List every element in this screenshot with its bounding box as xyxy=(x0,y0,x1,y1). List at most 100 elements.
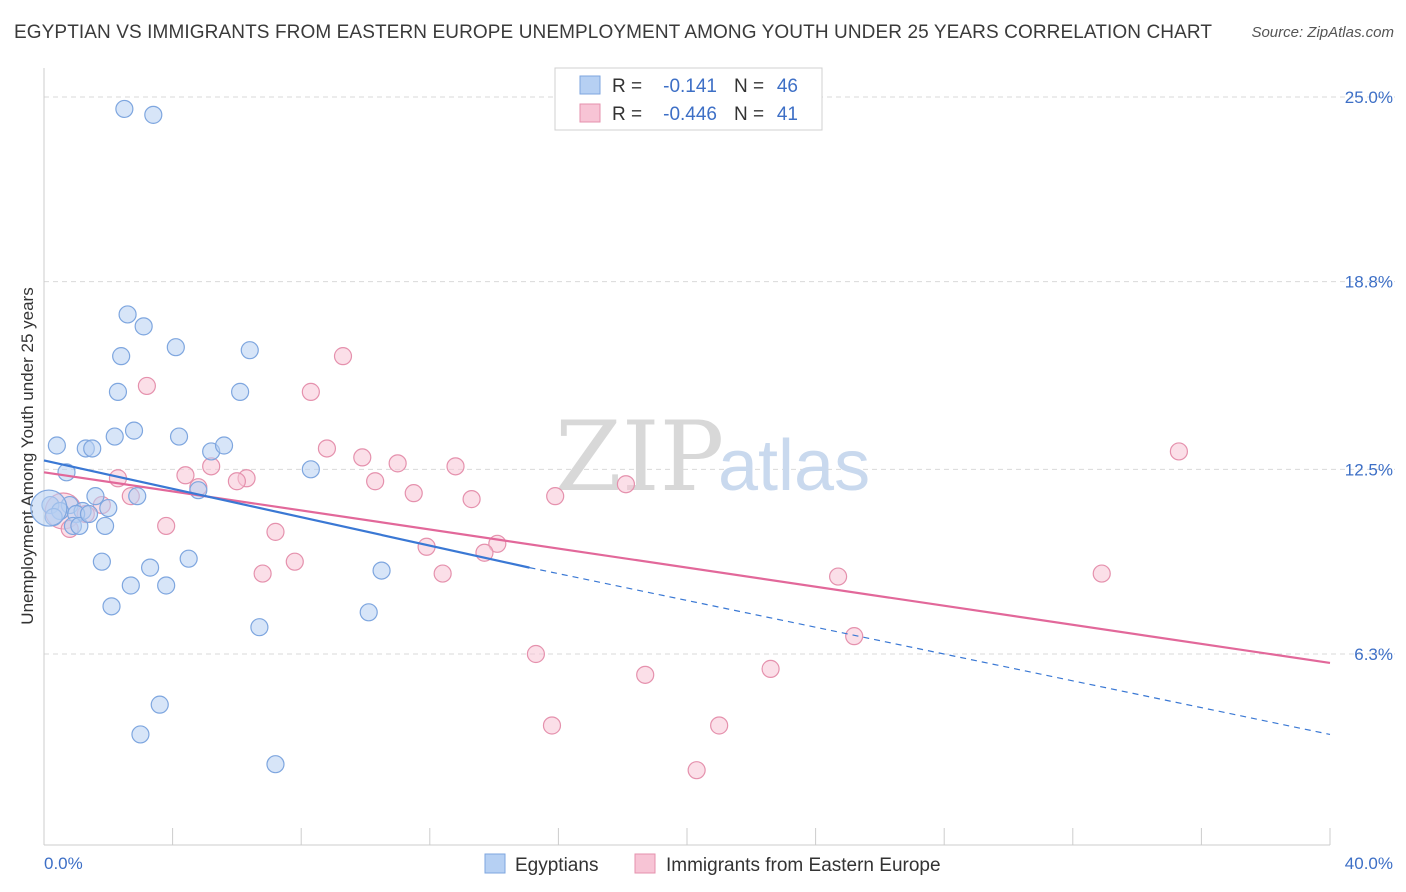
egyptians-point-42 xyxy=(266,755,285,774)
immigrants-point-11 xyxy=(227,472,246,491)
trend-line-egyptians-extrapolated xyxy=(529,567,1331,736)
immigrants-point-38 xyxy=(542,716,562,735)
immigrants-point-29 xyxy=(285,552,304,571)
egyptians-point-11 xyxy=(169,427,189,446)
egyptians-point-32 xyxy=(140,558,160,577)
egyptians-point-44 xyxy=(79,504,99,524)
bottom-legend-swatch-immigrants xyxy=(634,853,656,874)
egyptians-point-29 xyxy=(70,516,89,536)
egyptians-point-33 xyxy=(179,549,198,568)
trend-line-egyptians xyxy=(43,459,530,569)
egyptians-point-23 xyxy=(86,487,105,506)
immigrants-point-4 xyxy=(317,439,337,458)
immigrants-point-30 xyxy=(253,564,272,583)
legend-n-value-1: 46 xyxy=(777,76,798,97)
y-tick-label-1: 12.5% xyxy=(1345,460,1393,479)
egyptians-point-30 xyxy=(95,516,115,536)
bottom-legend-label-immigrants: Immigrants from Eastern Europe xyxy=(666,855,941,876)
immigrants-point-5 xyxy=(353,448,372,467)
immigrants-point-37 xyxy=(636,665,655,684)
immigrants-point-19 xyxy=(462,490,481,509)
immigrants-point-24 xyxy=(266,522,285,541)
egyptians-point-14 xyxy=(83,439,102,458)
immigrants-point-23 xyxy=(157,516,176,536)
egyptians-point-43 xyxy=(30,489,68,527)
trend-lines xyxy=(43,459,1331,736)
egyptians-point-4 xyxy=(112,347,131,366)
immigrants-point-6 xyxy=(388,454,407,473)
immigrants-point-31 xyxy=(433,564,452,583)
legend-r-value-1: -0.141 xyxy=(663,76,717,97)
immigrants-point-40 xyxy=(687,761,706,780)
legend-n-value-2: 41 xyxy=(777,104,798,125)
egyptians-point-9 xyxy=(124,421,144,440)
x-tick-label-max: 40.0% xyxy=(1345,854,1393,873)
egyptians-point-34 xyxy=(372,561,391,580)
legend-swatch-egyptians xyxy=(579,75,601,95)
y-axis-label: Unemployment Among Youth under 25 years xyxy=(18,287,37,624)
x-tick-label-min: 0.0% xyxy=(44,854,83,873)
y-tick-label-3: 25.0% xyxy=(1345,88,1393,107)
y-tick-label-2: 18.8% xyxy=(1345,273,1393,292)
chart-title: EGYPTIAN VS IMMIGRANTS FROM EASTERN EURO… xyxy=(14,22,1213,43)
egyptians-point-37 xyxy=(102,597,121,616)
legend-r-value-2: -0.446 xyxy=(663,104,717,125)
immigrants-point-13 xyxy=(366,472,385,491)
immigrants-point-33 xyxy=(1092,564,1111,583)
bottom-legend-swatch-egyptians xyxy=(484,853,506,874)
bottom-legend-label-egyptians: Egyptians xyxy=(515,855,598,876)
series-egyptians xyxy=(30,99,391,774)
immigrants-point-39 xyxy=(710,716,729,735)
watermark-atlas: atlas xyxy=(718,426,870,506)
egyptians-point-19 xyxy=(128,487,147,506)
immigrants-point-14 xyxy=(616,475,636,494)
immigrants-point-0 xyxy=(333,347,353,366)
legend-swatch-immigrants xyxy=(579,103,601,123)
trend-line-immigrants xyxy=(43,471,1331,665)
egyptians-point-38 xyxy=(359,603,378,622)
egyptians-point-39 xyxy=(250,618,269,637)
immigrants-point-36 xyxy=(761,659,780,678)
egyptians-point-31 xyxy=(92,552,111,571)
egyptians-point-36 xyxy=(157,576,176,595)
egyptians-point-40 xyxy=(150,695,169,714)
legend-r-label-2: R = xyxy=(612,104,642,125)
immigrants-point-35 xyxy=(526,644,545,664)
egyptians-point-10 xyxy=(105,427,124,446)
chart-source: Source: ZipAtlas.com xyxy=(1251,24,1394,41)
gridlines xyxy=(44,96,1395,655)
egyptians-point-17 xyxy=(301,460,320,479)
egyptians-point-1 xyxy=(144,105,163,124)
egyptians-point-5 xyxy=(166,338,185,357)
legend-n-label-1: N = xyxy=(734,76,764,97)
immigrants-point-3 xyxy=(1169,442,1188,461)
egyptians-point-0 xyxy=(115,99,134,119)
egyptians-point-12 xyxy=(47,436,66,455)
egyptians-point-45 xyxy=(99,498,118,518)
egyptians-point-35 xyxy=(121,576,140,595)
egyptians-point-41 xyxy=(131,725,150,744)
series-legend: Egyptians Immigrants from Eastern Europe xyxy=(484,853,941,876)
immigrants-point-18 xyxy=(546,487,565,506)
immigrants-point-32 xyxy=(829,567,848,586)
correlation-legend: R = -0.141 N = 46 R = -0.446 N = 41 xyxy=(554,67,823,131)
egyptians-point-7 xyxy=(108,382,128,401)
egyptians-point-8 xyxy=(231,382,250,401)
legend-n-label-2: N = xyxy=(734,104,764,125)
immigrants-point-16 xyxy=(404,484,423,503)
immigrants-point-34 xyxy=(845,627,864,646)
egyptians-point-2 xyxy=(118,305,137,324)
immigrants-point-9 xyxy=(176,466,195,485)
immigrants-point-7 xyxy=(446,457,465,476)
immigrants-point-1 xyxy=(137,376,156,396)
y-tick-label-0: 6.3% xyxy=(1354,645,1393,664)
egyptians-point-6 xyxy=(240,341,259,360)
x-tick-marks xyxy=(43,828,1331,845)
immigrants-point-2 xyxy=(301,382,320,401)
watermark: ZIP atlas xyxy=(555,401,870,513)
y-tick-labels: 6.3% 12.5% 18.8% 25.0% xyxy=(1345,88,1393,664)
egyptians-point-16 xyxy=(214,436,234,455)
watermark-zip: ZIP xyxy=(555,401,724,513)
egyptians-point-3 xyxy=(134,317,153,336)
